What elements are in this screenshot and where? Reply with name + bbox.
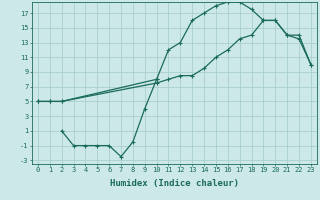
- X-axis label: Humidex (Indice chaleur): Humidex (Indice chaleur): [110, 179, 239, 188]
